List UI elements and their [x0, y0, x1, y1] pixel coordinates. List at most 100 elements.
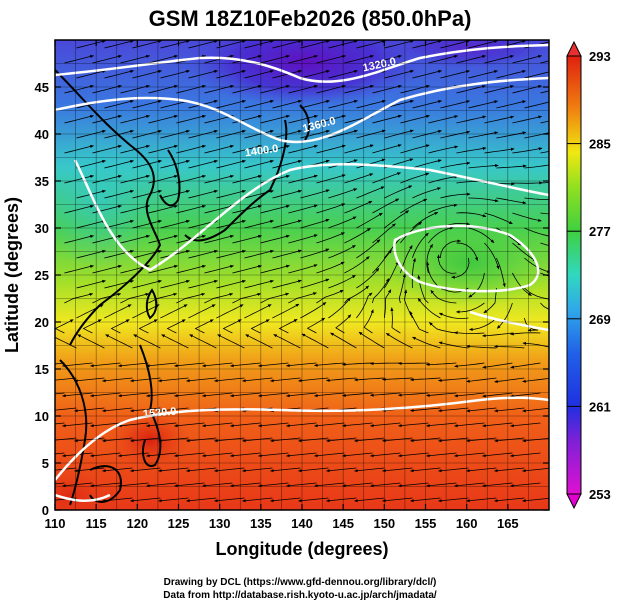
- streamline: [244, 159, 274, 169]
- streamline: [316, 54, 346, 64]
- streamline: [440, 239, 462, 259]
- streamline: [188, 304, 216, 319]
- coastline-taiwan: [145, 288, 158, 320]
- streamline: [426, 392, 457, 397]
- streamline: [272, 303, 300, 319]
- streamline: [300, 69, 330, 79]
- streamline: [356, 239, 381, 259]
- streamline: [202, 362, 233, 368]
- streamline: [102, 377, 133, 383]
- contour-label-1520: 1520.0: [142, 406, 177, 421]
- streamline: [62, 362, 93, 368]
- streamline: [428, 175, 459, 184]
- streamline: [174, 482, 205, 488]
- x-tick-label: 125: [168, 516, 190, 531]
- streamline: [440, 40, 470, 49]
- x-tick-label: 160: [456, 516, 478, 531]
- streamline: [118, 392, 149, 398]
- streamline: [204, 264, 234, 274]
- streamline: [244, 249, 274, 259]
- streamline: [510, 452, 541, 458]
- streamline: [64, 264, 94, 274]
- streamline: [512, 212, 542, 222]
- streamline: [130, 467, 161, 473]
- streamline: [438, 407, 469, 413]
- streamline: [74, 407, 105, 413]
- streamline: [382, 497, 413, 503]
- streamline: [382, 467, 413, 473]
- streamline: [288, 144, 318, 154]
- streamline: [412, 159, 442, 169]
- streamline: [510, 332, 541, 336]
- streamline: [456, 115, 487, 124]
- streamline: [300, 302, 327, 319]
- streamline: [468, 100, 498, 109]
- streamline: [496, 131, 527, 139]
- streamline: [204, 54, 234, 64]
- streamline: [76, 69, 106, 79]
- streamline: [370, 482, 401, 488]
- streamline: [186, 497, 217, 503]
- streamline: [314, 452, 345, 458]
- streamline: [176, 204, 206, 214]
- streamline: [438, 467, 469, 473]
- streamline: [188, 129, 218, 139]
- streamline: [426, 482, 457, 488]
- streamline: [288, 264, 318, 274]
- streamline: [335, 314, 352, 334]
- streamline: [454, 422, 485, 428]
- streamline: [466, 407, 497, 413]
- streamline: [496, 197, 527, 205]
- streamline: [468, 40, 498, 49]
- streamline: [429, 322, 457, 334]
- streamline: [188, 189, 218, 199]
- streamline: [90, 482, 121, 488]
- x-tick-label: 110: [45, 516, 66, 531]
- coastline-japan: [184, 119, 288, 242]
- streamline: [314, 392, 345, 398]
- streamline: [384, 289, 392, 319]
- streamline: [522, 467, 549, 473]
- y-tick-label: 30: [35, 221, 49, 236]
- streamline: [494, 344, 525, 349]
- streamline: [244, 304, 272, 319]
- streamline: [270, 467, 301, 473]
- streamline: [76, 279, 106, 289]
- streamline: [76, 129, 106, 139]
- streamline: [484, 54, 514, 64]
- contour-label-1400: 1400.0: [244, 143, 279, 160]
- streamline: [328, 274, 356, 289]
- streamline: [202, 482, 233, 488]
- streamline: [260, 234, 290, 244]
- streamline: [90, 362, 121, 368]
- streamline: [342, 392, 373, 397]
- streamline: [326, 497, 357, 503]
- x-tick-label: 120: [126, 516, 148, 531]
- streamline: [344, 173, 374, 184]
- streamline: [272, 279, 302, 289]
- streamline: [188, 40, 218, 49]
- streamline: [512, 181, 543, 185]
- x-axis-ticks: 110 115 120 125 130 135 140 145 150 155 160 165: [45, 40, 519, 531]
- streamline: [176, 114, 206, 124]
- streamline: [242, 467, 273, 473]
- streamline: [216, 304, 244, 319]
- streamline: [372, 198, 400, 214]
- contour-line: [55, 493, 111, 502]
- streamline: [244, 40, 274, 49]
- temperature-field: [55, 40, 549, 510]
- streamline: [158, 407, 189, 413]
- streamline: [204, 174, 234, 184]
- streamline: [398, 452, 429, 458]
- streamline: [524, 164, 549, 169]
- streamline: [440, 130, 471, 139]
- streamline: [216, 99, 246, 109]
- streamline: [316, 261, 345, 274]
- streamline: [62, 392, 93, 398]
- streamline: [90, 392, 121, 398]
- y-tick-label: 5: [42, 456, 49, 471]
- streamline: [484, 147, 515, 154]
- streamline: [468, 272, 485, 298]
- streamline: [104, 99, 134, 109]
- streamline: [468, 131, 499, 139]
